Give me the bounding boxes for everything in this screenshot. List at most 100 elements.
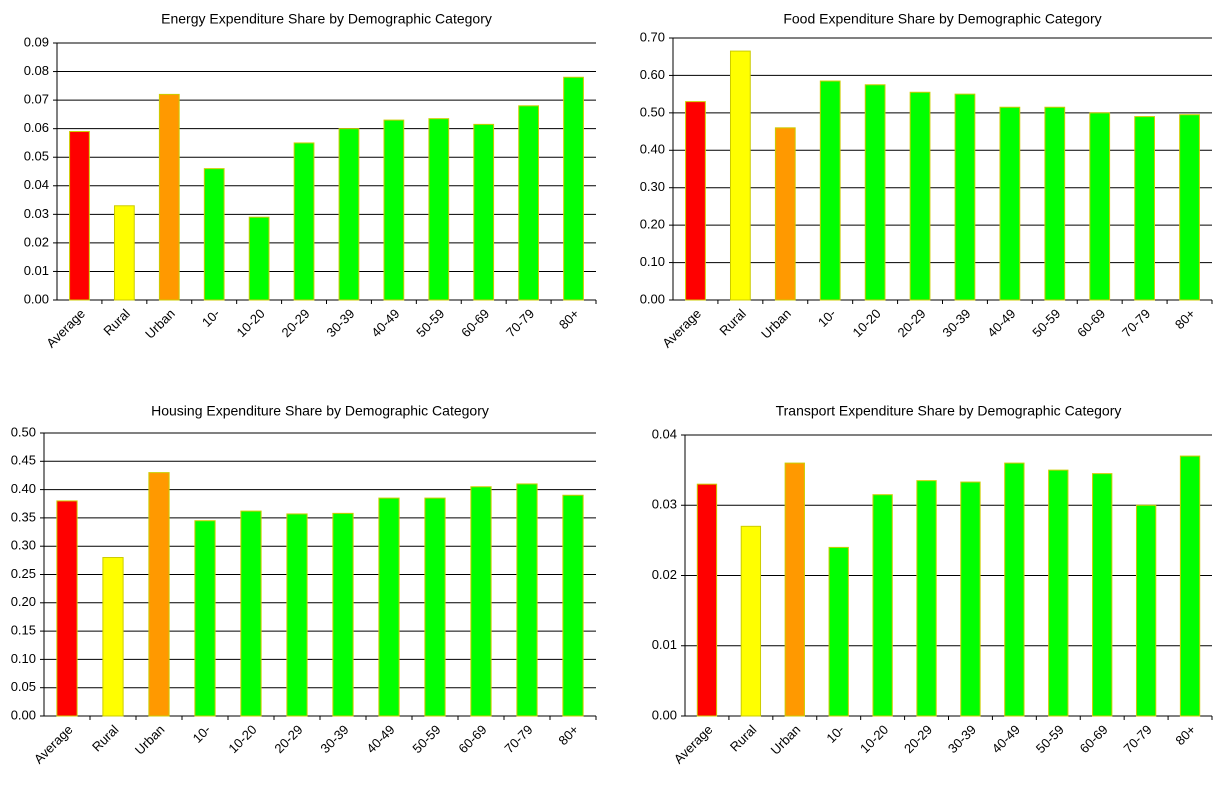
y-tick-label: 0.05 [24,149,49,164]
x-tick-label: 50-59 [413,306,447,340]
x-tick-label: 40-49 [989,722,1023,756]
y-tick-label: 0.02 [24,234,49,249]
y-tick-label: 0.04 [24,177,49,192]
x-tick-label: 10-20 [850,306,884,340]
bar [383,119,405,301]
bar [516,483,538,717]
x-tick-label: Average [43,306,88,351]
bar [248,216,270,301]
x-tick-label: Rural [89,722,122,755]
x-tick-label: 10-20 [225,722,259,756]
bar [378,497,400,717]
x-tick-label: 20-29 [271,722,305,756]
y-tick-label: 0.40 [640,142,665,157]
x-tick-label: 10-20 [234,306,268,340]
x-tick-label: Urban [768,722,804,758]
x-tick-label: 50-59 [409,722,443,756]
bar [729,50,751,301]
x-tick-label: 50-59 [1029,306,1063,340]
x-tick-label: 70-79 [1121,722,1155,756]
y-tick-label: 0.35 [11,509,36,524]
bar [338,128,360,301]
y-tick-label: 0.01 [24,263,49,278]
bar [102,557,124,717]
y-tick-label: 0.15 [11,623,36,638]
bar [1089,112,1111,301]
x-tick-label: Urban [142,306,178,342]
y-tick-label: 0.05 [11,679,36,694]
y-tick-label: 0.00 [24,291,49,306]
x-tick-label: 60-69 [455,722,489,756]
bar [1134,116,1156,301]
x-tick-label: Average [671,722,716,767]
bar [784,462,805,717]
bar [909,91,931,301]
bar [562,494,584,717]
x-tick-label: 30-39 [317,722,351,756]
x-tick-label: 80+ [555,722,581,748]
y-tick-label: 0.00 [11,707,36,722]
chart-title: Housing Expenditure Share by Demographic… [151,403,489,419]
x-tick-label: 80+ [1172,306,1198,332]
x-tick-label: 60-69 [1074,306,1108,340]
x-tick-label: 70-79 [1119,306,1153,340]
bar [774,127,796,301]
x-tick-label: Rural [727,722,760,755]
bar [1179,455,1201,717]
y-tick-label: 0.07 [24,92,49,107]
x-tick-label: Rural [100,306,133,339]
y-tick-label: 0.04 [652,426,677,441]
bar [470,486,492,717]
bar [473,123,495,301]
x-tick-label: Rural [716,306,749,339]
y-tick-label: 0.08 [24,63,49,78]
x-tick-label: 80+ [556,306,582,332]
y-tick-label: 0.50 [640,104,665,119]
bar [696,483,718,717]
x-tick-label: 20-29 [894,306,928,340]
x-tick-label: 60-69 [1077,722,1111,756]
x-tick-label: 30-39 [939,306,973,340]
bar [286,513,308,717]
bar [916,480,937,717]
bar [1004,462,1025,717]
x-tick-label: 70-79 [503,306,537,340]
bar [113,205,135,301]
x-tick-label: 40-49 [368,306,402,340]
x-tick-label: 40-49 [984,306,1018,340]
x-tick-label: 20-29 [901,722,935,756]
y-tick-label: 0.09 [24,34,49,49]
chart-title: Transport Expenditure Share by Demograph… [776,403,1122,419]
x-tick-label: 10- [199,306,223,330]
x-tick-label: 10- [815,306,839,330]
bar [1044,106,1066,301]
x-tick-label: 20-29 [278,306,312,340]
y-tick-label: 0.00 [652,707,677,722]
bar [1092,473,1113,717]
bar [518,105,540,301]
y-tick-label: 0.00 [640,291,665,306]
bar [828,546,849,717]
bar [424,497,446,717]
x-tick-label: Urban [132,722,168,758]
bar [56,500,78,717]
bar [240,510,262,717]
bar [194,520,216,717]
bar [819,80,841,301]
x-tick-label: 30-39 [323,306,357,340]
x-tick-label: 10- [823,722,847,746]
bar [158,93,180,301]
bar [864,84,886,301]
bar [69,131,90,301]
bar [740,525,762,717]
x-tick-label: 80+ [1172,722,1198,748]
bar [293,142,315,301]
bar [1135,504,1157,717]
bar [148,472,170,717]
x-tick-label: 30-39 [945,722,979,756]
bar [1048,469,1069,717]
y-tick-label: 0.01 [652,637,677,652]
bar [332,512,354,717]
y-tick-label: 0.03 [24,206,49,221]
